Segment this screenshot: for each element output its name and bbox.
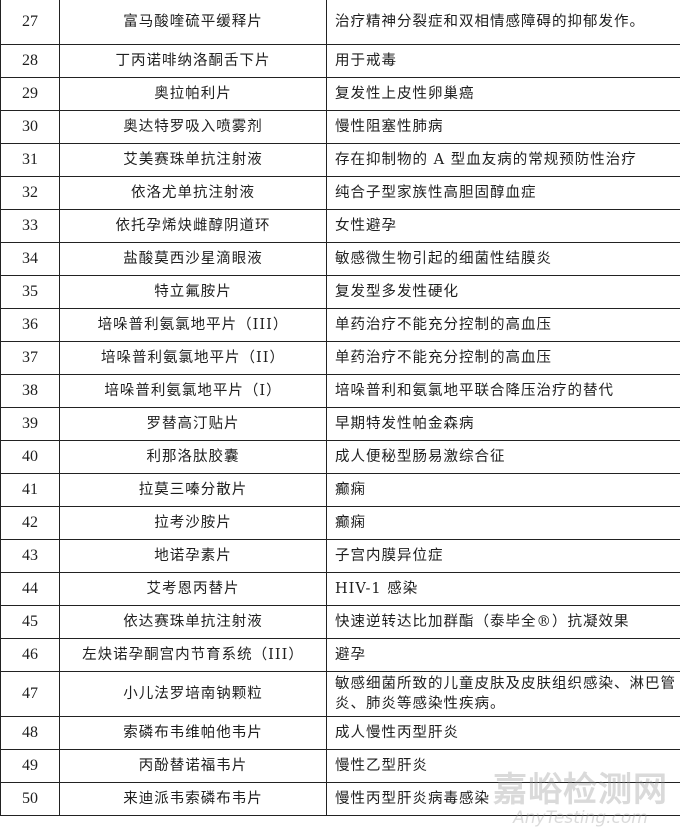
row-number: 29 xyxy=(0,77,60,111)
table-row: 48 索磷布韦维帕他韦片 成人慢性丙型肝炎 xyxy=(0,716,680,750)
drug-name: 索磷布韦维帕他韦片 xyxy=(59,716,327,750)
table-row: 42 拉考沙胺片 癫痫 xyxy=(0,506,680,540)
drug-name: 盐酸莫西沙星滴眼液 xyxy=(59,242,327,276)
table-row: 34 盐酸莫西沙星滴眼液 敏感微生物引起的细菌性结膜炎 xyxy=(0,242,680,276)
row-number: 42 xyxy=(0,506,60,540)
table-row: 44 艾考恩丙替片 HIV-1 感染 xyxy=(0,572,680,606)
table-row: 38 培哚普利氨氯地平片（I） 培哚普利和氨氯地平联合降压治疗的替代 xyxy=(0,374,680,408)
drug-name: 培哚普利氨氯地平片（I） xyxy=(59,374,327,408)
row-number: 50 xyxy=(0,782,60,816)
indication: 治疗精神分裂症和双相情感障碍的抑郁发作。 xyxy=(326,0,680,45)
row-number: 47 xyxy=(0,671,60,717)
indication: 子宫内膜异位症 xyxy=(326,539,680,573)
row-number: 45 xyxy=(0,605,60,639)
indication: 成人便秘型肠易激综合征 xyxy=(326,440,680,474)
drug-name: 丙酚替诺福韦片 xyxy=(59,749,327,783)
indication: 慢性乙型肝炎 xyxy=(326,749,680,783)
row-number: 38 xyxy=(0,374,60,408)
row-number: 40 xyxy=(0,440,60,474)
table-row: 33 依托孕烯炔雌醇阴道环 女性避孕 xyxy=(0,209,680,243)
row-number: 30 xyxy=(0,110,60,144)
drug-name: 艾美赛珠单抗注射液 xyxy=(59,143,327,177)
table-row: 31 艾美赛珠单抗注射液 存在抑制物的 A 型血友病的常规预防性治疗 xyxy=(0,143,680,177)
row-number: 44 xyxy=(0,572,60,606)
drug-name: 小儿法罗培南钠颗粒 xyxy=(59,671,327,717)
drug-table: 27 富马酸喹硫平缓释片 治疗精神分裂症和双相情感障碍的抑郁发作。 28 丁丙诺啡纳洛酮… xyxy=(0,0,680,816)
drug-name: 来迪派韦索磷布韦片 xyxy=(59,782,327,816)
drug-name: 培哚普利氨氯地平片（II） xyxy=(59,341,327,375)
indication: 快速逆转达比加群酯（泰毕全®）抗凝效果 xyxy=(326,605,680,639)
indication: 敏感细菌所致的儿童皮肤及皮肤组织感染、淋巴管炎、肺炎等感染性疾病。 xyxy=(326,671,680,717)
table-row: 46 左炔诺孕酮宫内节育系统（III） 避孕 xyxy=(0,638,680,672)
drug-name: 奥达特罗吸入喷雾剂 xyxy=(59,110,327,144)
table-row: 47 小儿法罗培南钠颗粒 敏感细菌所致的儿童皮肤及皮肤组织感染、淋巴管炎、肺炎等感染… xyxy=(0,671,680,717)
row-number: 46 xyxy=(0,638,60,672)
indication: 复发型多发性硬化 xyxy=(326,275,680,309)
indication: 慢性阻塞性肺病 xyxy=(326,110,680,144)
drug-name: 奥拉帕利片 xyxy=(59,77,327,111)
drug-name: 左炔诺孕酮宫内节育系统（III） xyxy=(59,638,327,672)
drug-name: 依托孕烯炔雌醇阴道环 xyxy=(59,209,327,243)
row-number: 35 xyxy=(0,275,60,309)
table-row: 28 丁丙诺啡纳洛酮舌下片 用于戒毒 xyxy=(0,44,680,78)
row-number: 31 xyxy=(0,143,60,177)
row-number: 32 xyxy=(0,176,60,210)
indication: 女性避孕 xyxy=(326,209,680,243)
row-number: 43 xyxy=(0,539,60,573)
table-row: 50 来迪派韦索磷布韦片 慢性丙型肝炎病毒感染 xyxy=(0,782,680,816)
drug-name: 罗替高汀贴片 xyxy=(59,407,327,441)
indication: 存在抑制物的 A 型血友病的常规预防性治疗 xyxy=(326,143,680,177)
table-row: 32 依洛尤单抗注射液 纯合子型家族性高胆固醇血症 xyxy=(0,176,680,210)
indication: 敏感微生物引起的细菌性结膜炎 xyxy=(326,242,680,276)
drug-name: 特立氟胺片 xyxy=(59,275,327,309)
indication: 癫痫 xyxy=(326,473,680,507)
drug-name: 依达赛珠单抗注射液 xyxy=(59,605,327,639)
indication: 早期特发性帕金森病 xyxy=(326,407,680,441)
row-number: 39 xyxy=(0,407,60,441)
indication: 慢性丙型肝炎病毒感染 xyxy=(326,782,680,816)
row-number: 37 xyxy=(0,341,60,375)
table-row: 30 奥达特罗吸入喷雾剂 慢性阻塞性肺病 xyxy=(0,110,680,144)
table-row: 40 利那洛肽胶囊 成人便秘型肠易激综合征 xyxy=(0,440,680,474)
drug-name: 丁丙诺啡纳洛酮舌下片 xyxy=(59,44,327,78)
indication: 单药治疗不能充分控制的高血压 xyxy=(326,308,680,342)
indication: 培哚普利和氨氯地平联合降压治疗的替代 xyxy=(326,374,680,408)
row-number: 27 xyxy=(0,0,60,45)
indication: 纯合子型家族性高胆固醇血症 xyxy=(326,176,680,210)
drug-name: 拉考沙胺片 xyxy=(59,506,327,540)
drug-name: 艾考恩丙替片 xyxy=(59,572,327,606)
indication: 单药治疗不能充分控制的高血压 xyxy=(326,341,680,375)
drug-name: 利那洛肽胶囊 xyxy=(59,440,327,474)
table-row: 37 培哚普利氨氯地平片（II） 单药治疗不能充分控制的高血压 xyxy=(0,341,680,375)
drug-name: 地诺孕素片 xyxy=(59,539,327,573)
table-row: 49 丙酚替诺福韦片 慢性乙型肝炎 xyxy=(0,749,680,783)
table-row: 35 特立氟胺片 复发型多发性硬化 xyxy=(0,275,680,309)
table-row: 45 依达赛珠单抗注射液 快速逆转达比加群酯（泰毕全®）抗凝效果 xyxy=(0,605,680,639)
row-number: 41 xyxy=(0,473,60,507)
row-number: 34 xyxy=(0,242,60,276)
indication: HIV-1 感染 xyxy=(326,572,680,606)
table-row: 39 罗替高汀贴片 早期特发性帕金森病 xyxy=(0,407,680,441)
indication: 癫痫 xyxy=(326,506,680,540)
drug-table-body: 27 富马酸喹硫平缓释片 治疗精神分裂症和双相情感障碍的抑郁发作。 28 丁丙诺啡纳洛酮… xyxy=(0,0,680,816)
row-number: 48 xyxy=(0,716,60,750)
row-number: 33 xyxy=(0,209,60,243)
indication: 避孕 xyxy=(326,638,680,672)
row-number: 49 xyxy=(0,749,60,783)
drug-name: 拉莫三嗪分散片 xyxy=(59,473,327,507)
indication: 成人慢性丙型肝炎 xyxy=(326,716,680,750)
drug-name: 富马酸喹硫平缓释片 xyxy=(59,0,327,45)
table-row: 29 奥拉帕利片 复发性上皮性卵巢癌 xyxy=(0,77,680,111)
table-row: 36 培哚普利氨氯地平片（III） 单药治疗不能充分控制的高血压 xyxy=(0,308,680,342)
drug-name: 培哚普利氨氯地平片（III） xyxy=(59,308,327,342)
indication: 用于戒毒 xyxy=(326,44,680,78)
indication: 复发性上皮性卵巢癌 xyxy=(326,77,680,111)
table-row: 27 富马酸喹硫平缓释片 治疗精神分裂症和双相情感障碍的抑郁发作。 xyxy=(0,0,680,45)
drug-name: 依洛尤单抗注射液 xyxy=(59,176,327,210)
row-number: 36 xyxy=(0,308,60,342)
row-number: 28 xyxy=(0,44,60,78)
table-row: 43 地诺孕素片 子宫内膜异位症 xyxy=(0,539,680,573)
table-row: 41 拉莫三嗪分散片 癫痫 xyxy=(0,473,680,507)
